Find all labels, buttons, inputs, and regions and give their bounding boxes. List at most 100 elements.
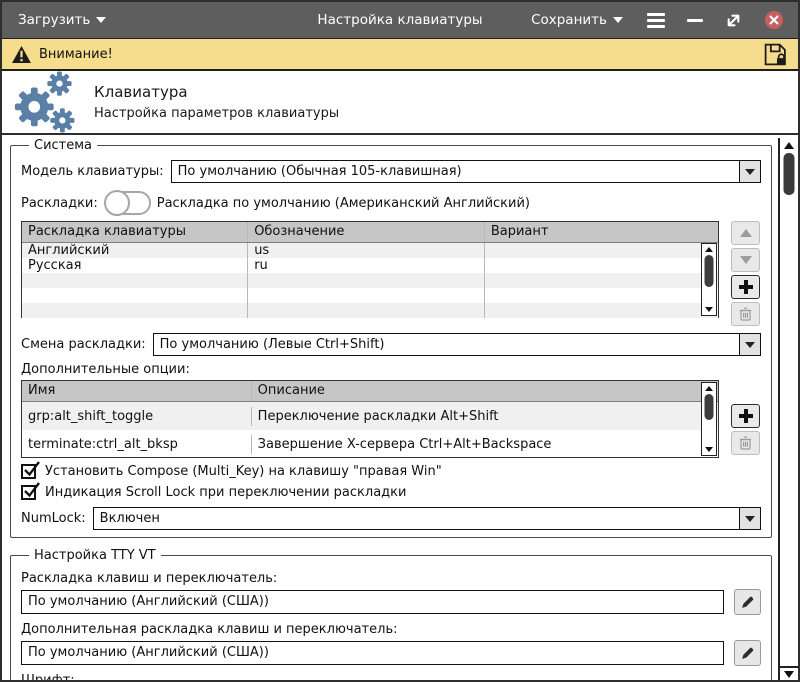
titlebar: Загрузить Настройка клавиатуры Сохранить (2, 2, 798, 38)
caret-down-icon (96, 17, 107, 23)
edit-tty-extra-layout-button[interactable] (734, 640, 761, 666)
tty-extra-layout-label: Дополнительная раскладка клавиш и перекл… (21, 622, 398, 637)
combo-arrow-button[interactable] (739, 334, 760, 355)
chevron-down-icon (745, 168, 755, 175)
plus-icon (738, 280, 753, 294)
table-cell: Завершение X-сервера Ctrl+Alt+Backspace (257, 436, 552, 452)
save-menu-button[interactable]: Сохранить (529, 2, 625, 38)
move-up-button[interactable] (731, 221, 760, 245)
scroll-down-icon[interactable] (784, 671, 794, 678)
table-cell: Русская (22, 258, 249, 273)
table-cell: Английский (22, 243, 249, 258)
tty-extra-layout-field: По умолчанию (Английский (США)) (21, 641, 724, 665)
options-table-scrollbar (701, 382, 717, 456)
save-floppy-lock-icon[interactable] (763, 42, 788, 67)
options-table-header: Имя Описание (22, 381, 718, 402)
add-option-button[interactable] (731, 404, 760, 428)
keyboard-model-select[interactable]: По умолчанию (Обычная 105-клавишная) (170, 160, 761, 183)
tty-layout-label: Раскладка клавиш и переключатель: (21, 571, 278, 586)
chevron-down-icon (745, 341, 755, 348)
edit-pencil-icon (742, 647, 754, 659)
scroll-up-icon[interactable] (705, 247, 713, 252)
trash-icon (739, 436, 752, 450)
delete-option-button[interactable] (731, 431, 760, 455)
option-row[interactable]: terminate:ctrl_alt_bksp Завершение X-сер… (22, 430, 718, 458)
page-subtitle: Настройка параметров клавиатуры (94, 106, 340, 121)
save-menu-label: Сохранить (531, 12, 607, 28)
numlock-select[interactable]: Включен (92, 507, 761, 530)
scrollbar-thumb[interactable] (783, 153, 795, 195)
switch-layout-select[interactable]: По умолчанию (Левые Ctrl+Shift) (152, 333, 761, 356)
minimize-icon[interactable] (687, 18, 703, 22)
table-cell: grp:alt_shift_toggle (22, 406, 252, 426)
keyboard-model-value: По умолчанию (Обычная 105-клавишная) (177, 164, 462, 179)
option-row[interactable]: grp:alt_shift_toggle Переключение раскла… (22, 402, 718, 430)
layouts-toggle[interactable] (103, 190, 151, 216)
numlock-value: Включен (99, 511, 160, 526)
table-cell (485, 258, 718, 273)
system-section: Система Модель клавиатуры: По умолчанию … (10, 138, 772, 538)
scrolllock-checkbox-label: Индикация Scroll Lock при переключении р… (45, 485, 407, 500)
page-title: Клавиатура (94, 83, 188, 101)
table-cell: us (248, 243, 485, 258)
scrollbar-thumb[interactable] (704, 255, 714, 287)
combo-arrow-button[interactable] (739, 161, 760, 182)
options-table-buttons (731, 380, 761, 455)
table-cell: Переключение раскладки Alt+Shift (257, 408, 499, 424)
layout-row[interactable]: Английский us (22, 243, 718, 258)
scroll-up-icon[interactable] (705, 386, 713, 391)
tty-font-label: Шрифт: (21, 673, 75, 682)
content-area: Система Модель клавиатуры: По умолчанию … (2, 138, 798, 682)
switch-layout-value: По умолчанию (Левые Ctrl+Shift) (159, 337, 385, 352)
layout-table: Раскладка клавиатуры Обозначение Вариант… (21, 221, 719, 318)
warning-text: Внимание! (39, 46, 113, 62)
trash-icon (739, 307, 752, 321)
scroll-down-icon[interactable] (705, 307, 713, 312)
edit-pencil-icon (742, 596, 754, 608)
tty-layout-field: По умолчанию (Английский (США)) (21, 590, 724, 614)
numlock-label: NumLock: (21, 511, 86, 526)
column-header: Вариант (490, 224, 549, 239)
layout-row-empty (22, 288, 718, 303)
expand-icon[interactable] (725, 12, 742, 29)
load-menu-label: Загрузить (18, 12, 91, 28)
close-icon[interactable] (764, 10, 784, 30)
window-title: Настройка клавиатуры (317, 12, 483, 28)
chevron-down-icon (745, 515, 755, 522)
system-section-legend: Система (34, 138, 93, 153)
layout-table-buttons (731, 221, 761, 326)
compose-checkbox-row[interactable]: Установить Compose (Multi_Key) на клавиш… (21, 461, 761, 479)
extra-options-label: Дополнительные опции: (21, 362, 190, 377)
layouts-default-text: Раскладка по умолчанию (Американский Анг… (156, 195, 531, 211)
scrollbar-bottom (780, 666, 798, 680)
arrow-down-icon (739, 256, 752, 264)
add-layout-button[interactable] (731, 275, 760, 299)
column-header: Имя (22, 381, 252, 401)
plus-icon (738, 409, 753, 423)
scrolllock-checkbox-row[interactable]: Индикация Scroll Lock при переключении р… (21, 482, 761, 500)
table-cell: ru (248, 258, 485, 273)
scroll-up-icon[interactable] (784, 142, 794, 149)
menu-icon[interactable] (647, 12, 665, 28)
arrow-up-icon (739, 229, 752, 237)
toggle-knob (103, 190, 130, 216)
table-cell (485, 243, 718, 258)
caret-down-icon (613, 17, 623, 23)
scrollbar-thumb[interactable] (704, 394, 714, 420)
checkbox-checked-icon[interactable] (21, 482, 40, 500)
tty-section: Настройка TTY VT Раскладка клавиш и пере… (10, 548, 772, 682)
load-menu-button[interactable]: Загрузить (2, 2, 122, 38)
checkbox-checked-icon[interactable] (21, 461, 40, 479)
layout-row-empty (22, 303, 718, 318)
move-down-button[interactable] (731, 248, 760, 272)
layout-table-scrollbar (701, 243, 717, 316)
layout-row[interactable]: Русская ru (22, 258, 718, 273)
combo-arrow-button[interactable] (739, 508, 760, 529)
keyboard-model-label: Модель клавиатуры: (21, 164, 164, 179)
scroll-down-icon[interactable] (705, 447, 713, 452)
edit-tty-layout-button[interactable] (734, 589, 761, 615)
delete-layout-button[interactable] (731, 302, 760, 326)
app-header: Клавиатура Настройка параметров клавиату… (2, 71, 798, 135)
tty-section-legend: Настройка TTY VT (34, 548, 156, 563)
